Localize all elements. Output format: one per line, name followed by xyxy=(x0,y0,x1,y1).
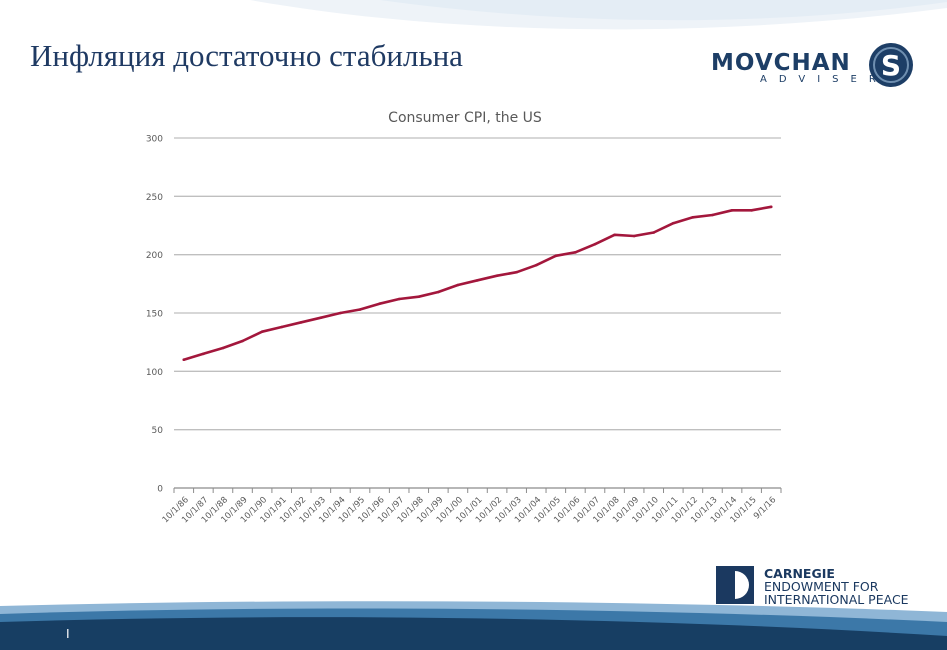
data-point xyxy=(632,234,636,238)
movchan-logo-word: MOVCHAN xyxy=(711,50,851,76)
data-point xyxy=(730,209,734,212)
y-tick-label: 0 xyxy=(157,485,163,495)
movchan-s-icon: S xyxy=(869,43,913,87)
data-point xyxy=(476,279,479,282)
x-tick-label: 9/1/16 xyxy=(752,495,778,521)
data-point xyxy=(280,325,283,329)
y-grid xyxy=(174,137,781,431)
x-axis-tick-labels: 10/1/8610/1/8710/1/8810/1/8910/1/9010/1/… xyxy=(161,495,779,525)
chart-title: Consumer CPI, the US xyxy=(388,110,542,126)
data-point xyxy=(437,290,440,294)
y-tick-label: 50 xyxy=(152,426,164,436)
carnegie-line-1: CARNEGIE xyxy=(764,566,835,581)
data-point xyxy=(672,221,675,225)
data-point xyxy=(456,283,460,287)
data-point xyxy=(378,302,381,305)
data-point xyxy=(358,308,362,311)
carnegie-line-2: ENDOWMENT FOR xyxy=(764,579,879,594)
series-layer xyxy=(182,205,773,362)
data-point xyxy=(495,274,499,277)
data-point xyxy=(202,352,205,356)
data-point xyxy=(299,321,303,324)
data-point xyxy=(750,209,753,212)
y-tick-label: 200 xyxy=(146,251,163,261)
carnegie-logo: CARNEGIE ENDOWMENT FOR INTERNATIONAL PEA… xyxy=(716,566,936,608)
data-point xyxy=(417,295,421,298)
data-point xyxy=(515,270,518,274)
data-point xyxy=(339,311,342,315)
data-point xyxy=(593,242,597,246)
y-tick-label: 100 xyxy=(146,368,163,378)
data-point xyxy=(260,330,264,333)
series-line-cpi xyxy=(182,205,773,362)
cpi-line-chart: Consumer CPI, the US 050100150200250300 … xyxy=(146,110,782,525)
carnegie-logo-text: CARNEGIE ENDOWMENT FOR INTERNATIONAL PEA… xyxy=(764,567,909,606)
y-tick-label: 300 xyxy=(146,135,163,145)
data-point xyxy=(534,263,538,267)
data-point xyxy=(397,297,401,301)
data-point xyxy=(241,339,244,343)
page-number: I xyxy=(66,626,70,641)
data-point xyxy=(554,254,558,258)
data-point xyxy=(221,346,225,350)
data-point xyxy=(182,358,186,361)
svg-text:S: S xyxy=(881,49,901,82)
data-point xyxy=(711,213,714,217)
movchan-logo: MOVCHAN ADVISER S xyxy=(708,42,914,92)
data-point xyxy=(574,251,577,254)
slide-title: Инфляция достаточно стабильна xyxy=(30,38,463,73)
carnegie-half-circle-icon xyxy=(716,566,754,604)
footer-band xyxy=(0,601,947,650)
data-point xyxy=(652,231,656,234)
data-point xyxy=(691,216,695,219)
data-point xyxy=(769,205,773,209)
x-axis xyxy=(173,487,782,493)
data-point xyxy=(319,316,323,319)
carnegie-line-3: INTERNATIONAL PEACE xyxy=(764,592,909,607)
y-tick-label: 150 xyxy=(146,310,163,320)
y-axis-tick-labels: 0 50 100 150 200 250 300 xyxy=(146,135,163,495)
y-tick-label: 250 xyxy=(146,193,163,203)
movchan-logo-subtitle: ADVISER xyxy=(760,74,888,85)
data-point xyxy=(613,233,616,237)
header-swoosh xyxy=(250,0,947,30)
